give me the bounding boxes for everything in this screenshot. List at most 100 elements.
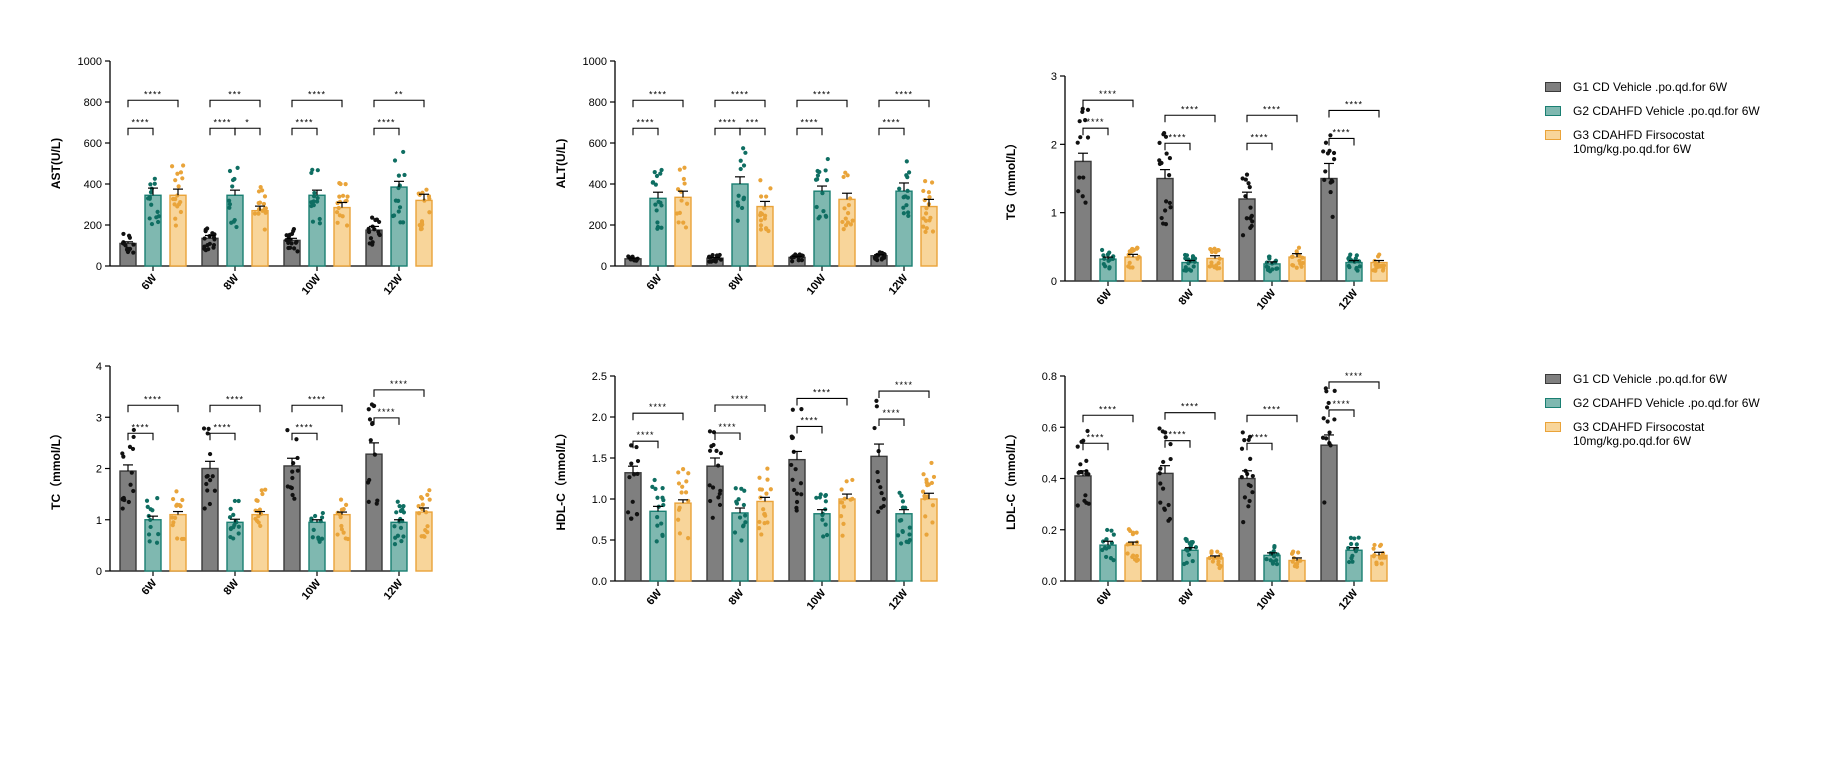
data-point xyxy=(312,190,317,196)
legend-label: G2 CDAHFD Vehicle .po.qd.for 6W xyxy=(1573,396,1760,410)
y-tick-label: 0.4 xyxy=(1042,474,1057,486)
data-point xyxy=(1100,547,1105,553)
data-point xyxy=(1102,256,1107,261)
data-point xyxy=(905,210,911,215)
data-point xyxy=(174,489,179,494)
data-point xyxy=(676,220,681,225)
data-point xyxy=(288,485,293,490)
data-point xyxy=(1296,245,1302,250)
y-tick-label: 200 xyxy=(84,220,102,232)
data-point xyxy=(313,513,318,519)
data-point xyxy=(1349,541,1354,547)
data-point xyxy=(686,471,691,476)
data-point xyxy=(1325,419,1330,424)
data-point xyxy=(295,468,300,473)
data-point xyxy=(737,515,743,520)
data-point xyxy=(227,198,232,203)
significance-label: **** xyxy=(800,117,818,127)
data-point xyxy=(227,515,233,520)
data-point xyxy=(295,455,300,461)
data-point xyxy=(368,236,374,241)
bar xyxy=(624,472,642,582)
data-point xyxy=(757,519,762,525)
data-point xyxy=(629,461,634,466)
data-point xyxy=(1106,545,1112,550)
data-point xyxy=(1240,233,1246,238)
data-point xyxy=(1109,540,1115,546)
data-point xyxy=(1209,260,1214,265)
x-tick-label: 8W xyxy=(726,587,746,608)
significance-bracket xyxy=(373,99,425,108)
data-point xyxy=(419,221,425,226)
significance-bracket xyxy=(1164,142,1191,151)
data-point xyxy=(629,443,634,448)
data-point xyxy=(152,181,157,186)
data-point xyxy=(1075,140,1080,145)
significance-bracket xyxy=(373,389,425,397)
bar xyxy=(1238,198,1256,282)
data-point xyxy=(677,531,683,536)
data-point xyxy=(764,491,769,496)
legend-item: G2 CDAHFD Vehicle .po.qd.for 6W xyxy=(1545,396,1821,410)
data-point xyxy=(290,469,295,474)
significance-bracket xyxy=(796,397,848,406)
data-point xyxy=(881,497,886,502)
data-point xyxy=(154,215,159,220)
data-point xyxy=(758,218,764,223)
data-point xyxy=(1104,554,1109,560)
y-tick-label: 1000 xyxy=(78,56,102,68)
data-point xyxy=(1331,150,1337,156)
data-point xyxy=(371,403,377,408)
data-point xyxy=(876,479,881,484)
data-point xyxy=(317,216,322,222)
data-point xyxy=(174,502,180,507)
data-point xyxy=(1320,435,1326,440)
y-tick-label: 0 xyxy=(96,566,102,578)
data-point xyxy=(710,252,715,258)
significance-label: **** xyxy=(1086,432,1104,442)
data-point xyxy=(205,242,210,248)
data-point xyxy=(717,491,722,496)
data-point xyxy=(872,425,877,431)
data-point xyxy=(758,178,763,183)
data-point xyxy=(148,190,154,195)
data-point xyxy=(1130,554,1135,560)
data-point xyxy=(1248,456,1253,461)
data-point xyxy=(1327,430,1332,435)
data-point xyxy=(765,520,770,525)
data-point xyxy=(1330,214,1335,220)
legend-swatch xyxy=(1545,82,1561,92)
significance-bracket xyxy=(1328,381,1380,389)
data-point xyxy=(681,220,686,225)
significance-label: **** xyxy=(308,89,326,99)
x-tick-label: 8W xyxy=(1176,287,1196,308)
data-point xyxy=(1242,438,1247,443)
data-point xyxy=(175,536,180,541)
bar xyxy=(1124,544,1142,582)
data-point xyxy=(1246,437,1251,443)
data-point xyxy=(1350,559,1355,564)
data-point xyxy=(765,477,770,482)
data-point xyxy=(900,528,905,534)
bar xyxy=(870,455,888,582)
data-point xyxy=(661,498,666,503)
data-point xyxy=(635,458,641,464)
data-point xyxy=(758,227,764,232)
significance-label: **** xyxy=(390,379,408,389)
data-point xyxy=(173,216,178,221)
data-point xyxy=(718,451,723,456)
data-point xyxy=(1216,559,1221,564)
data-point xyxy=(904,203,909,208)
data-point xyxy=(677,167,682,172)
data-point xyxy=(258,523,263,529)
data-point xyxy=(921,224,926,229)
significance-bracket xyxy=(373,127,400,136)
data-point xyxy=(823,499,828,504)
data-point xyxy=(796,258,801,263)
data-point xyxy=(850,218,855,223)
legend-item: G2 CDAHFD Vehicle .po.qd.for 6W xyxy=(1545,104,1821,118)
data-point xyxy=(733,486,738,491)
data-point xyxy=(292,246,297,251)
data-point xyxy=(208,478,213,483)
data-point xyxy=(154,540,160,545)
